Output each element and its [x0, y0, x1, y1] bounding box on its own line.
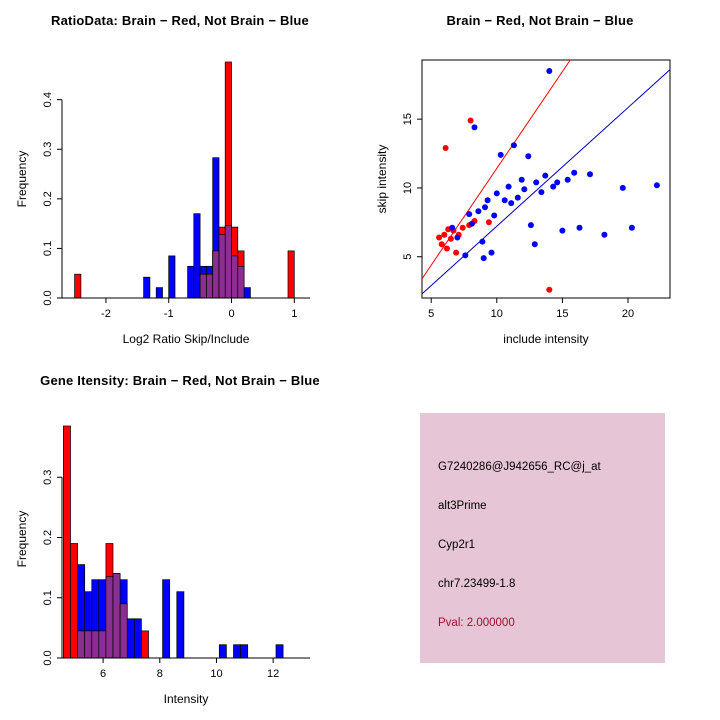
svg-text:8: 8	[157, 668, 163, 680]
svg-text:skip intensity: skip intensity	[375, 145, 389, 214]
svg-text:include intensity: include intensity	[503, 332, 588, 346]
svg-text:0.4: 0.4	[42, 92, 54, 107]
svg-text:20: 20	[622, 308, 634, 320]
svg-text:12: 12	[267, 668, 279, 680]
svg-text:-1: -1	[164, 308, 174, 320]
gene-name-text: Cyp2r1	[438, 539, 476, 551]
svg-text:5: 5	[428, 308, 434, 320]
svg-text:Frequency: Frequency	[15, 511, 29, 568]
intensity-scatter-chart: 5 10 15 20 5 10 15 include intensity skip intens…	[375, 59, 671, 346]
svg-text:1: 1	[291, 308, 297, 320]
svg-text:Log2 Ratio Skip/Include: Log2 Ratio Skip/Include	[123, 332, 250, 346]
svg-text:15: 15	[556, 308, 568, 320]
svg-text:10: 10	[491, 308, 503, 320]
svg-text:0.3: 0.3	[42, 470, 54, 485]
svg-text:Frequency: Frequency	[15, 151, 29, 208]
location-text: chr7.23499-1.8	[438, 578, 516, 590]
svg-text:0.0: 0.0	[42, 290, 54, 305]
svg-text:0: 0	[228, 308, 234, 320]
probe-id-text: G7240286@J942656_RC@j_at	[438, 461, 601, 473]
svg-text:0.2: 0.2	[42, 530, 54, 545]
gene-info-box: G7240286@J942656_RC@j_at alt3Prime Cyp2r…	[420, 413, 665, 663]
svg-text:6: 6	[100, 668, 106, 680]
svg-text:10: 10	[210, 668, 222, 680]
ratio-histogram-panel: RatioData: Brain − Red, Not Brain − Blue…	[0, 0, 360, 360]
svg-text:0.3: 0.3	[42, 142, 54, 157]
ratio-histogram-chart: -2 -1 0 1 0.0 0.1 0.2 0.3 0.4 Log2 Ratio Skip/Inc…	[15, 61, 310, 346]
gene-info-panel: G7240286@J942656_RC@j_at alt3Prime Cyp2r…	[360, 360, 720, 720]
splice-type-text: alt3Prime	[438, 500, 487, 512]
pval-text: Pval: 2.000000	[438, 617, 515, 629]
svg-text:15: 15	[402, 113, 414, 125]
svg-text:0.1: 0.1	[42, 241, 54, 256]
svg-text:10: 10	[402, 182, 414, 194]
ratio-histogram-title: RatioData: Brain − Red, Not Brain − Blue	[51, 12, 309, 28]
svg-text:0.1: 0.1	[42, 590, 54, 605]
gene-intensity-histogram-panel: Gene Itensity: Brain − Red, Not Brain − …	[0, 360, 360, 720]
svg-text:0.2: 0.2	[42, 191, 54, 206]
intensity-scatter-title: Brain − Red, Not Brain − Blue	[446, 12, 634, 28]
svg-text:0.0: 0.0	[42, 650, 54, 665]
gene-intensity-histogram-title: Gene Itensity: Brain − Red, Not Brain − …	[40, 372, 320, 388]
intensity-scatter-panel: Brain − Red, Not Brain − Blue 5 10 15 20 5 10…	[360, 0, 720, 360]
svg-text:Intensity: Intensity	[164, 692, 209, 706]
gene-intensity-histogram-chart: 6 8 10 12 0.0 0.1 0.2 0.3 Intensity Frequency	[15, 425, 310, 706]
svg-text:-2: -2	[101, 308, 111, 320]
svg-text:5: 5	[402, 254, 414, 260]
